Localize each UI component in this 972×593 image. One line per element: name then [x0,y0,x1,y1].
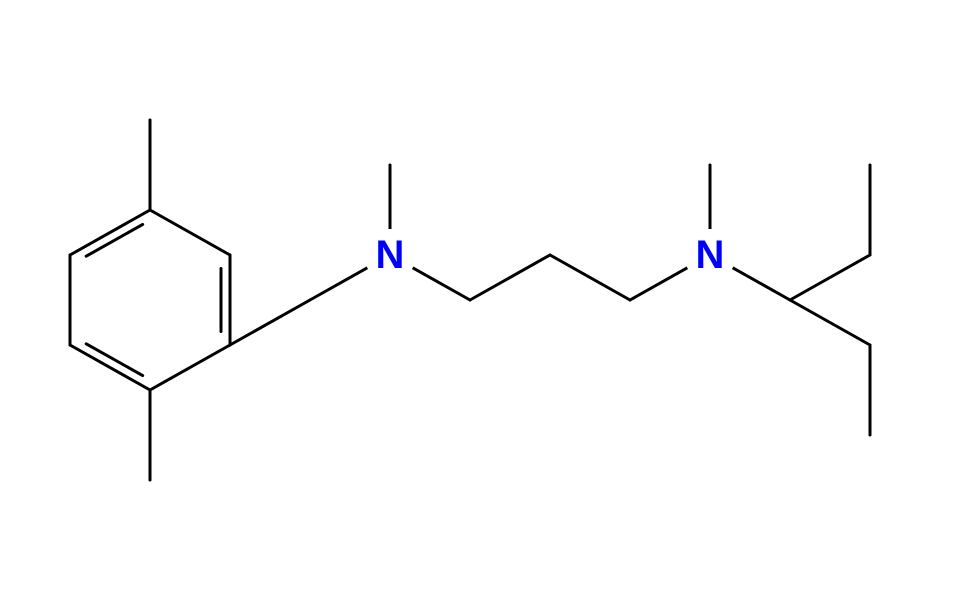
bond [790,255,870,300]
bond [150,210,230,255]
bond [630,266,691,300]
bond [409,266,470,300]
bond [150,345,230,390]
molecule-diagram: NN [0,0,972,593]
bond-layer [70,120,870,480]
bond [729,266,790,300]
bond [230,300,310,345]
bond [790,300,870,345]
bond [310,266,371,300]
bond [470,255,550,300]
atom-label: N [376,233,405,277]
bond [70,345,150,390]
atom-label: N [696,233,725,277]
bond [550,255,630,300]
bond [70,210,150,255]
